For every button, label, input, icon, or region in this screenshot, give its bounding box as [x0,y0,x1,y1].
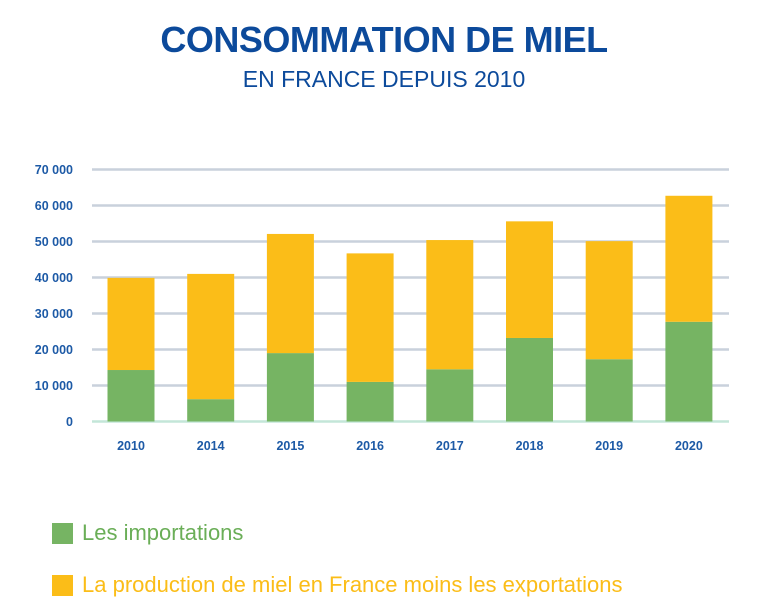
bar-imports-2015 [266,353,314,422]
bar-imports-2014 [187,399,235,422]
y-tick-label: 60 000 [35,199,73,213]
x-tick-label: 2017 [436,439,464,453]
y-tick-label: 0 [66,415,73,429]
legend-item-production: La production de miel en France moins le… [52,572,623,598]
bar-production-2018 [506,221,553,338]
bar-production-2019 [585,241,633,360]
chart-title: CONSOMMATION DE MIEL [160,19,608,60]
chart-area: 0 10 000 20 000 30 000 40 000 50 000 60 000 70 … [35,163,729,453]
bar-production-2016 [346,253,394,382]
bars [107,195,713,422]
y-tick-label: 10 000 [35,379,73,393]
bar-production-2020 [665,195,713,322]
x-tick-label: 2015 [276,439,304,453]
x-axis-ticks: 2010 2014 2015 2016 2017 2018 2019 2020 [117,439,703,453]
x-tick-label: 2010 [117,439,145,453]
bar-production-2015 [266,233,314,354]
y-tick-label: 40 000 [35,271,73,285]
x-tick-label: 2018 [516,439,544,453]
bar-imports-2020 [665,321,713,422]
bar-production-2010 [107,277,155,371]
y-tick-label: 30 000 [35,307,73,321]
x-tick-label: 2014 [197,439,225,453]
bar-imports-2017 [426,369,474,422]
bar-imports-2016 [346,381,394,422]
legend-swatch-production [52,574,73,596]
bar-imports-2018 [506,337,553,422]
x-tick-label: 2016 [356,439,384,453]
legend-item-imports: Les importations [52,520,243,546]
y-tick-label: 70 000 [35,163,73,177]
bar-production-2014 [187,273,235,400]
legend-label-imports: Les importations [82,520,244,545]
bar-imports-2019 [585,359,633,422]
chart-subtitle: EN FRANCE DEPUIS 2010 [242,66,526,92]
y-tick-label: 50 000 [35,235,73,249]
y-axis-ticks: 0 10 000 20 000 30 000 40 000 50 000 60 000 70 … [35,163,73,429]
x-tick-label: 2019 [595,439,623,453]
bar-imports-2010 [107,370,155,422]
legend-swatch-imports [52,522,73,544]
bar-production-2017 [426,240,474,370]
x-tick-label: 2020 [675,439,703,453]
y-tick-label: 20 000 [35,343,73,357]
legend-label-production: La production de miel en France moins le… [82,572,623,597]
